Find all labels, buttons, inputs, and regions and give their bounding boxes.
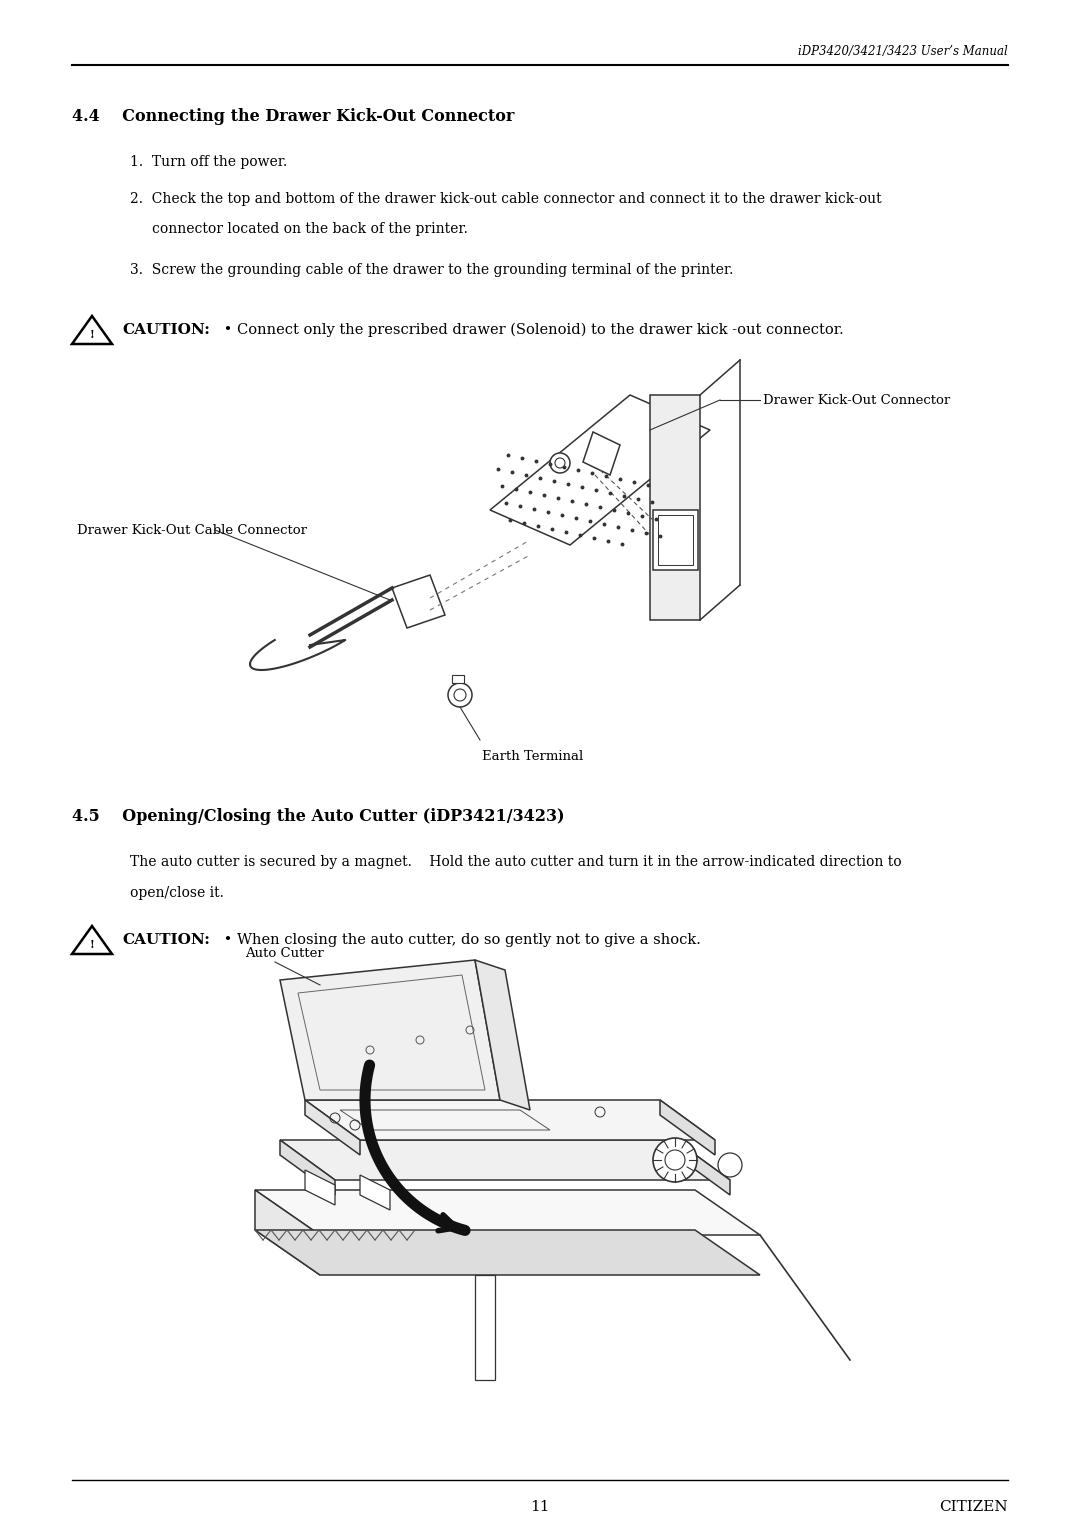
Polygon shape xyxy=(475,1274,495,1380)
Text: 11: 11 xyxy=(530,1500,550,1514)
Polygon shape xyxy=(675,1140,730,1195)
Text: • When closing the auto cutter, do so gently not to give a shock.: • When closing the auto cutter, do so ge… xyxy=(219,934,701,947)
Polygon shape xyxy=(650,396,700,620)
Polygon shape xyxy=(475,960,530,1109)
Circle shape xyxy=(448,683,472,707)
Polygon shape xyxy=(255,1230,760,1274)
Text: 1.  Turn off the power.: 1. Turn off the power. xyxy=(130,154,287,170)
Circle shape xyxy=(653,1138,697,1183)
Text: CITIZEN: CITIZEN xyxy=(940,1500,1008,1514)
Polygon shape xyxy=(280,960,500,1100)
Polygon shape xyxy=(453,675,464,683)
Polygon shape xyxy=(392,575,445,628)
Text: • Connect only the prescribed drawer (Solenoid) to the drawer kick -out connecto: • Connect only the prescribed drawer (So… xyxy=(219,322,843,338)
Polygon shape xyxy=(490,396,710,545)
Polygon shape xyxy=(653,510,698,570)
Text: !: ! xyxy=(90,940,94,950)
Polygon shape xyxy=(305,1100,360,1155)
Polygon shape xyxy=(360,1175,390,1210)
Polygon shape xyxy=(583,432,620,475)
Text: 4.4    Connecting the Drawer Kick-Out Connector: 4.4 Connecting the Drawer Kick-Out Conne… xyxy=(72,108,514,125)
Polygon shape xyxy=(255,1190,760,1235)
Text: !: ! xyxy=(90,329,94,341)
Text: 4.5    Opening/Closing the Auto Cutter (iDP3421/3423): 4.5 Opening/Closing the Auto Cutter (iDP… xyxy=(72,808,565,825)
Text: 2.  Check the top and bottom of the drawer kick-out cable connector and connect : 2. Check the top and bottom of the drawe… xyxy=(130,193,881,206)
Text: connector located on the back of the printer.: connector located on the back of the pri… xyxy=(152,222,468,235)
Text: The auto cutter is secured by a magnet.    Hold the auto cutter and turn it in t: The auto cutter is secured by a magnet. … xyxy=(130,856,902,869)
Polygon shape xyxy=(280,1140,730,1180)
Polygon shape xyxy=(255,1190,320,1274)
Text: Auto Cutter: Auto Cutter xyxy=(245,947,324,960)
Text: iDP3420/3421/3423 User’s Manual: iDP3420/3421/3423 User’s Manual xyxy=(798,44,1008,58)
Text: Drawer Kick-Out Cable Connector: Drawer Kick-Out Cable Connector xyxy=(77,524,307,536)
Text: CAUTION:: CAUTION: xyxy=(122,934,210,947)
Polygon shape xyxy=(660,1100,715,1155)
Text: CAUTION:: CAUTION: xyxy=(122,322,210,338)
Text: 3.  Screw the grounding cable of the drawer to the grounding terminal of the pri: 3. Screw the grounding cable of the draw… xyxy=(130,263,733,277)
Polygon shape xyxy=(305,1100,715,1140)
Polygon shape xyxy=(280,1140,335,1195)
Text: Drawer Kick-Out Connector: Drawer Kick-Out Connector xyxy=(762,394,950,406)
Circle shape xyxy=(550,452,570,474)
Polygon shape xyxy=(305,1170,335,1206)
Text: open/close it.: open/close it. xyxy=(130,886,224,900)
Text: Earth Terminal: Earth Terminal xyxy=(482,750,583,762)
